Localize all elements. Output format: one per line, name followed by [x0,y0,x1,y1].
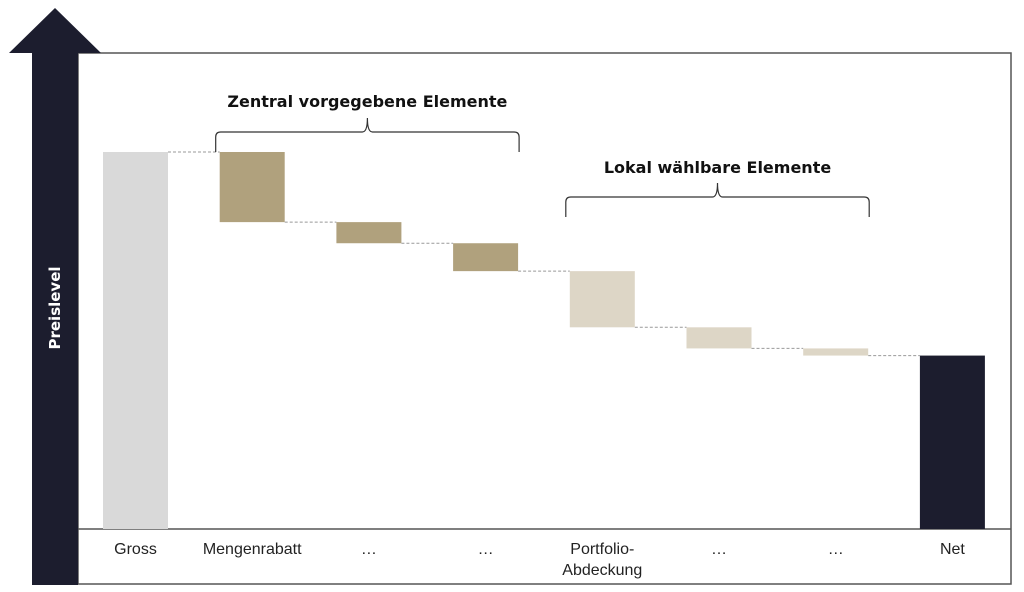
x-tick-label: Portfolio-Abdeckung [562,541,642,579]
x-tick-label: … [478,541,494,558]
x-tick-label: Gross [114,541,157,558]
bar-total [103,152,168,529]
bar-central [219,152,285,223]
y-axis-label: Preislevel [46,266,64,349]
bar-total [919,355,985,529]
bar-local [803,348,869,356]
arrow-shaft [32,52,78,585]
bar-local [569,271,635,328]
y-axis-arrow: Preislevel [9,8,101,585]
bar-central [453,243,519,272]
x-tick-label: … [361,541,377,558]
bar-local [686,327,752,349]
arrow-head [9,8,101,53]
x-tick-label: Mengenrabatt [203,541,302,558]
group-label: Zentral vorgegebene Elemente [227,92,507,111]
group-label: Lokal wählbare Elemente [604,158,832,177]
group-brace [215,117,520,152]
x-tick-label: … [711,541,727,558]
group-brace [565,182,870,217]
bar-central [336,222,402,244]
x-tick-label: Net [940,541,965,558]
x-tick-label: … [828,541,844,558]
